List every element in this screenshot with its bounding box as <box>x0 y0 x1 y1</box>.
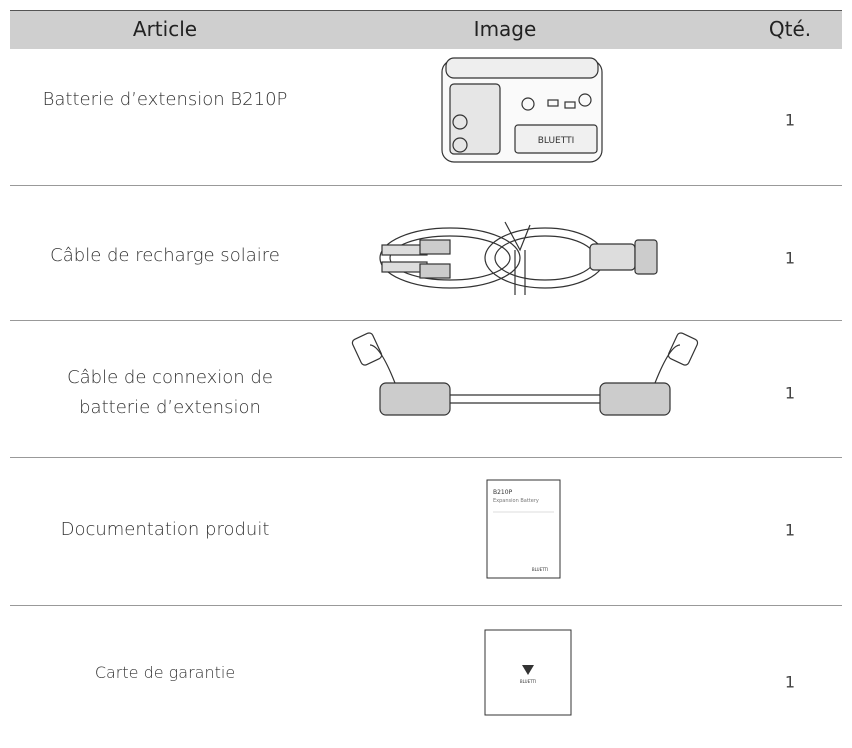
header-row <box>10 10 842 49</box>
header-cell: Qté. <box>768 17 812 41</box>
quantity: 1 <box>784 672 796 692</box>
solar-cable-image <box>379 221 658 295</box>
quantity: 1 <box>784 248 796 268</box>
row-separator <box>10 320 842 321</box>
row-separator <box>10 457 842 458</box>
image-label: Expansion Battery <box>493 498 539 504</box>
article: Câble de connexion de batterie d’extensi… <box>67 367 273 418</box>
image-label: BLUETTI <box>532 567 548 572</box>
article: Batterie d’extension B210P <box>42 89 288 110</box>
image-label: BLUETTI <box>538 136 575 146</box>
row-separator <box>10 605 842 606</box>
header-cell: Image <box>473 17 537 41</box>
manual-image: B210P Expansion Battery BLUETTI <box>486 479 561 579</box>
header-cell: Article <box>132 17 198 41</box>
row-separator <box>10 185 842 186</box>
quantity: 1 <box>784 110 796 130</box>
article: Documentation produit <box>60 519 270 540</box>
article: Câble de recharge solaire <box>50 245 280 266</box>
quantity: 1 <box>784 520 796 540</box>
warranty-card-image: BLUETTI <box>484 629 572 716</box>
battery-image: BLUETTI <box>441 57 603 163</box>
image-label: B210P <box>493 489 513 496</box>
extension-cable-image <box>351 332 699 416</box>
image-label: BLUETTI <box>520 679 536 684</box>
quantity: 1 <box>784 383 796 403</box>
article: Carte de garantie <box>94 663 236 682</box>
